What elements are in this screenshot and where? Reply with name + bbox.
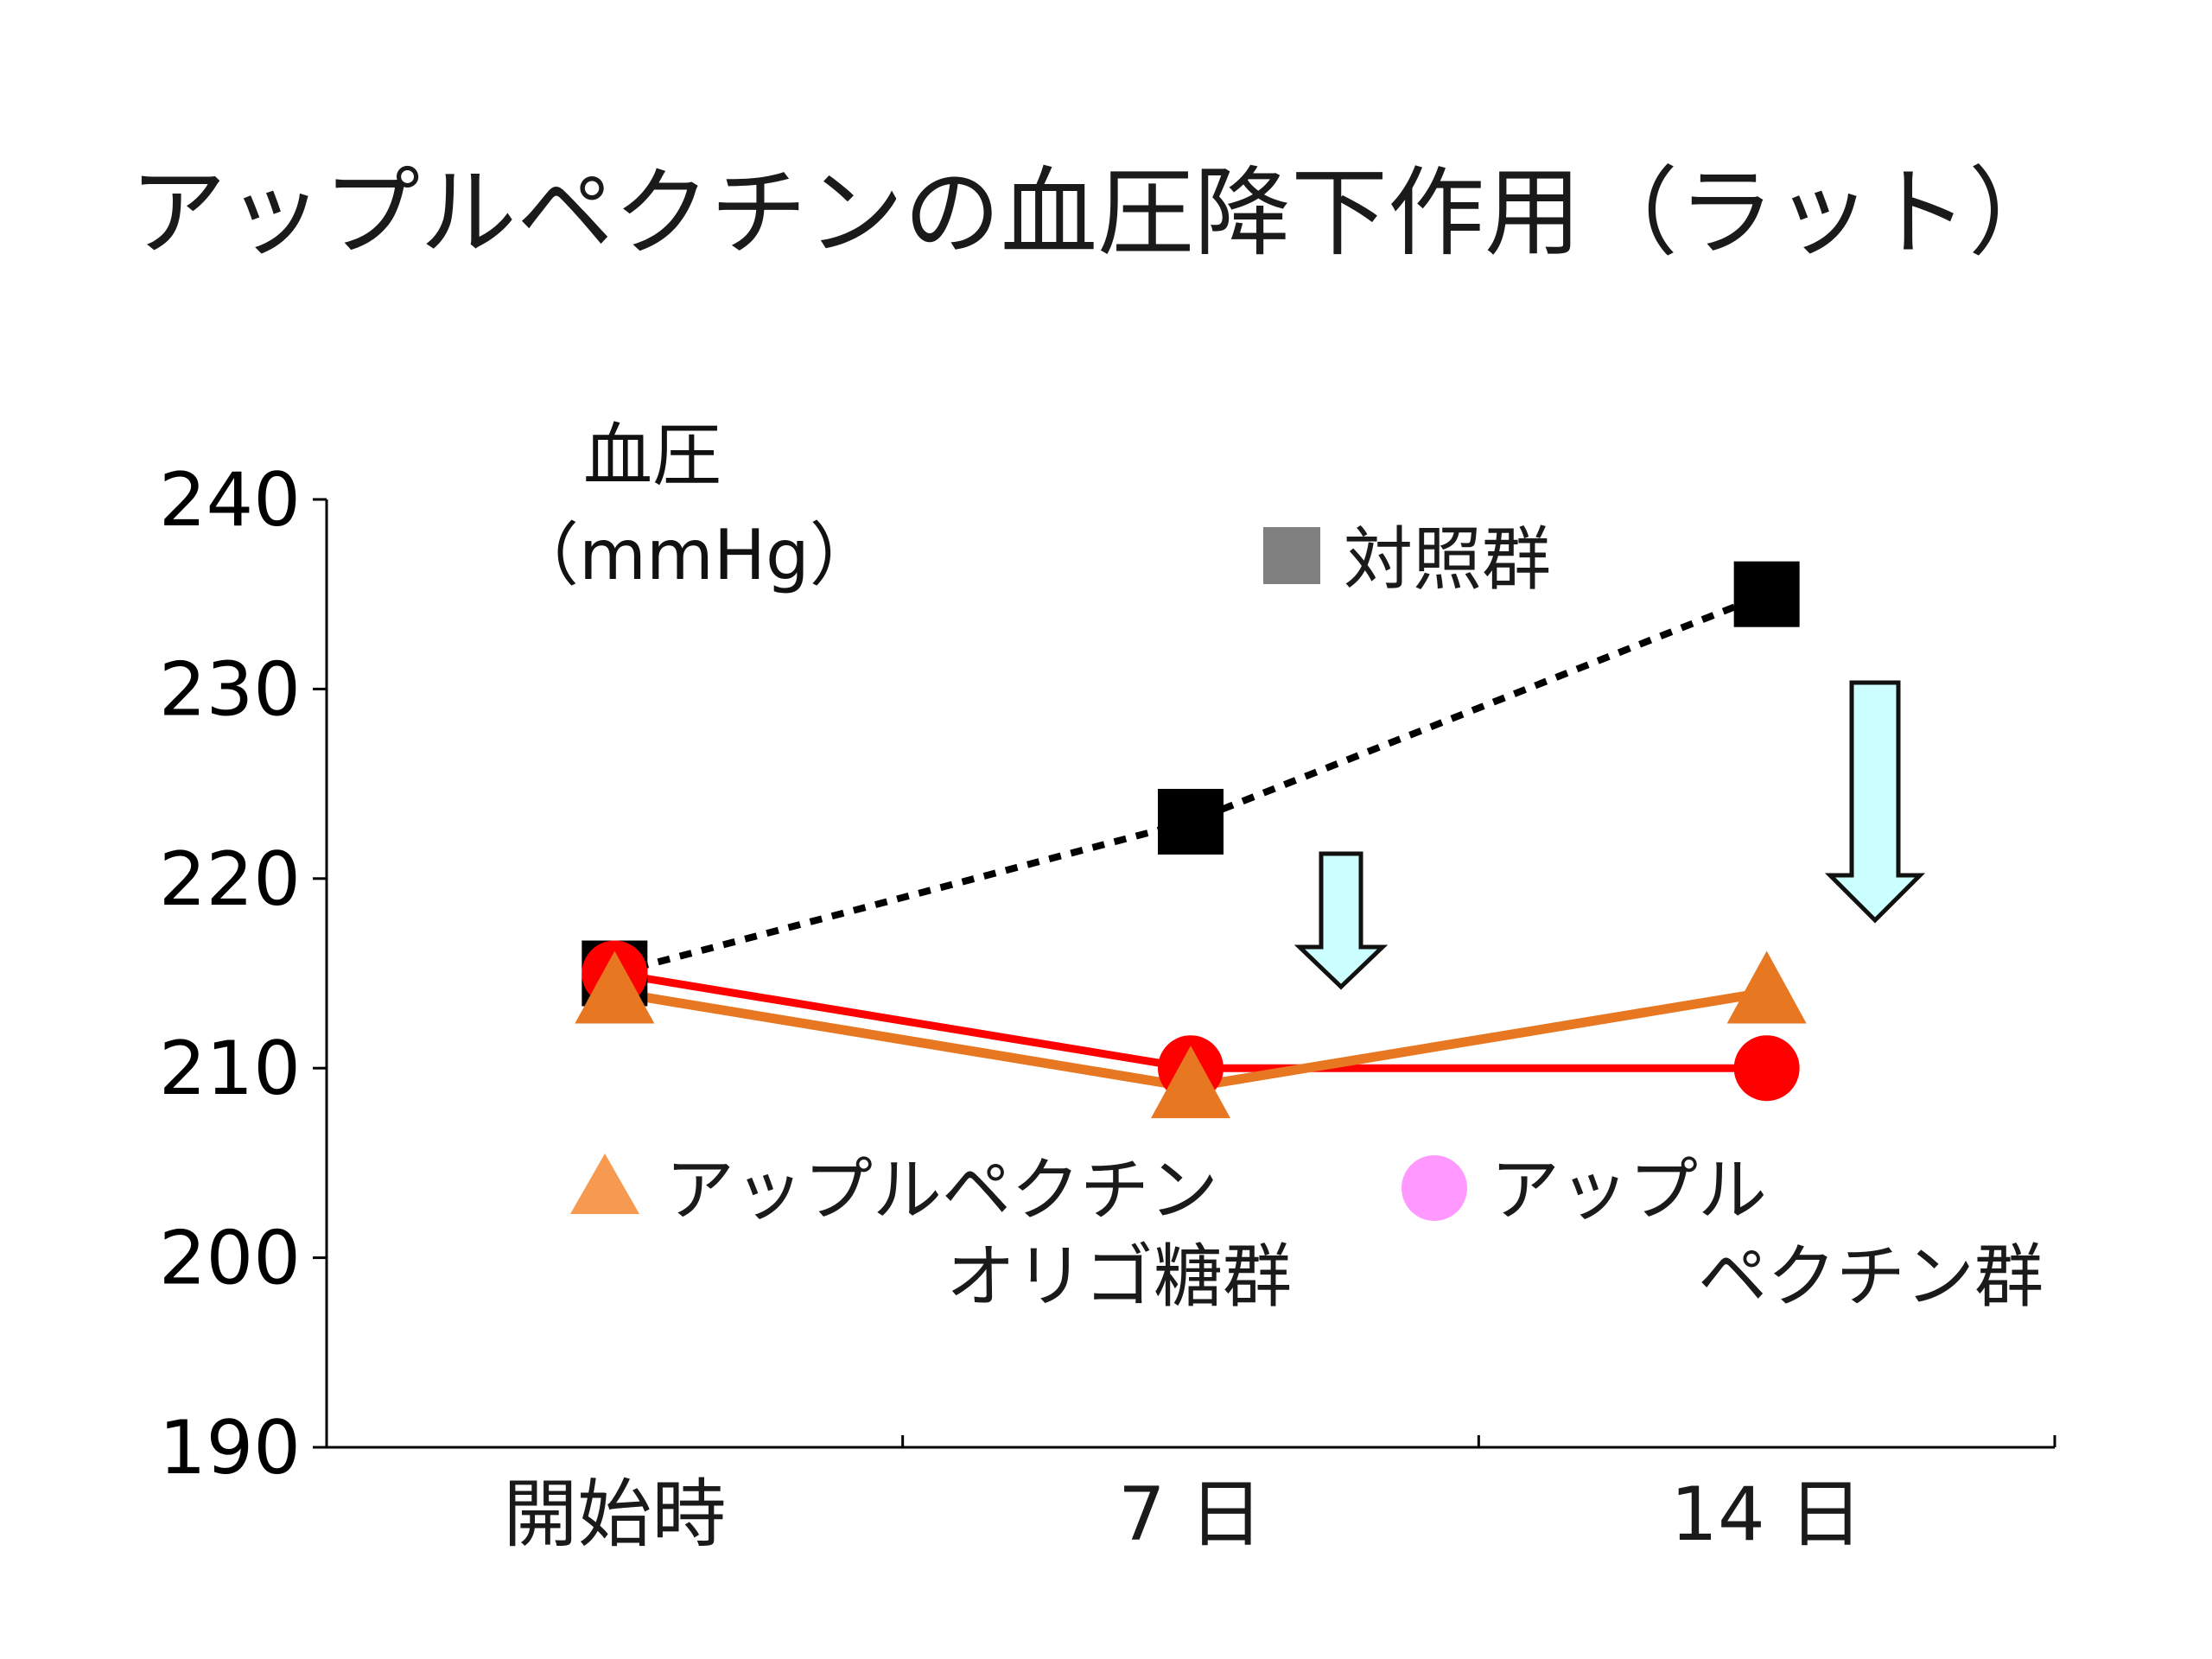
- oligo-point: [1726, 950, 1807, 1024]
- y-tick-label: 190: [159, 1405, 301, 1491]
- chart-title: アップルペクチンの血圧降下作用（ラット）: [130, 157, 2065, 270]
- control-point: [1158, 788, 1224, 855]
- legend-pectin-marker: [1402, 1155, 1467, 1221]
- y-tick-label: 200: [159, 1216, 301, 1302]
- decrease-arrow-day14: [1824, 680, 1926, 924]
- decrease-arrows: [1294, 680, 1926, 990]
- y-tick-label: 220: [159, 836, 301, 923]
- legend-oligo-marker: [570, 1154, 639, 1214]
- control-point: [1733, 561, 1800, 627]
- y-tick-labels: 190 200 210 220 230 240: [159, 457, 301, 1491]
- y-axis-label-line2: （mmHg）: [510, 515, 879, 595]
- y-tick-label: 230: [159, 646, 301, 733]
- legend-control-marker: [1263, 527, 1320, 584]
- y-tick-label: 240: [159, 457, 301, 543]
- y-axis-label: 血圧 （mmHg）: [510, 416, 879, 595]
- oligo-point: [575, 950, 655, 1024]
- x-tick-label: 開始時: [503, 1471, 726, 1558]
- legend-oligo-label-line1: アップルペクチン: [665, 1150, 1218, 1230]
- axes: [313, 498, 2056, 1449]
- pectin-point: [1733, 1035, 1800, 1102]
- x-tick-label: 14 日: [1670, 1471, 1863, 1558]
- y-axis-label-line1: 血圧: [583, 416, 721, 496]
- legend-oligo-label-line2: オリゴ糖群: [946, 1236, 1292, 1317]
- y-tick-label: 210: [159, 1026, 301, 1112]
- x-tick-labels: 開始時 7 日 14 日: [503, 1471, 1863, 1558]
- legend-pectin-label-line1: アップル: [1491, 1150, 1767, 1230]
- decrease-arrow-day7: [1294, 851, 1389, 990]
- legend: 対照群 アップルペクチン オリゴ糖群 アップル ペクチン群: [570, 519, 2044, 1317]
- series-layer: [575, 561, 1807, 1119]
- legend-control-label: 対照群: [1344, 519, 1551, 600]
- series-line-1: [613, 590, 1769, 977]
- oligo-point: [1151, 1046, 1230, 1119]
- x-tick-label: 7 日: [1118, 1471, 1263, 1558]
- legend-pectin-label-line2: ペクチン群: [1698, 1236, 2044, 1317]
